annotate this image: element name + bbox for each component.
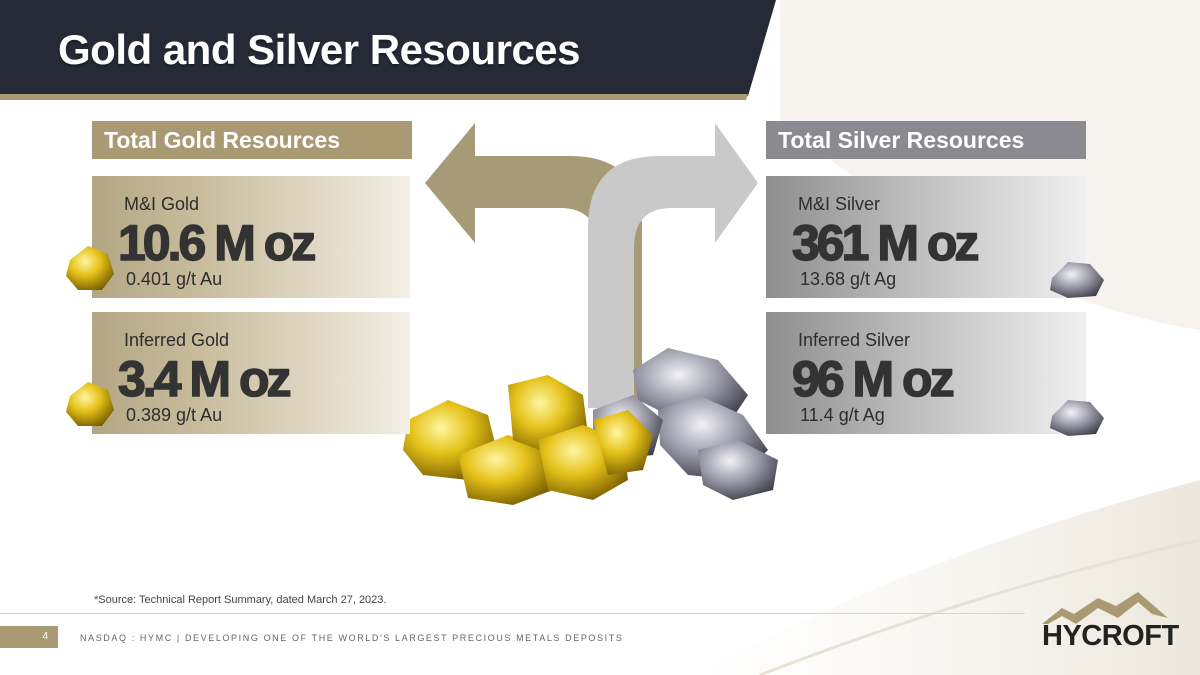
mi-gold-grade: 0.401 g/t Au [126,269,223,289]
silver-nugget-icon [1050,262,1104,298]
gold-nugget-icon [66,382,114,426]
left-arrow-icon [425,123,642,408]
inferred-gold-card: Inferred Gold 3.4 M oz 0.389 g/t Au [92,312,410,434]
gold-nugget-icon [403,375,653,505]
inferred-gold-value: 3.4 M oz [117,350,292,408]
footer-text: NASDAQ : HYMC | DEVELOPING ONE OF THE WO… [80,633,624,643]
right-arrow-icon [588,123,758,408]
mountain-logo-icon [1042,592,1168,624]
inferred-silver-value: 96 M oz [791,350,955,408]
mi-silver-value: 361 M oz [791,214,980,272]
inferred-gold-grade: 0.389 g/t Au [126,405,223,425]
mi-gold-card: M&I Gold 10.6 M oz 0.401 g/t Au [92,176,410,298]
mi-silver-grade: 13.68 g/t Ag [800,269,897,289]
page-title: Gold and Silver Resources [58,26,581,73]
mi-gold-label: M&I Gold [124,194,200,214]
source-note: *Source: Technical Report Summary, dated… [94,594,387,606]
metal-nuggets-pile [403,348,778,505]
header-banner [0,0,776,100]
inferred-gold-label: Inferred Gold [124,330,230,350]
inferred-silver-card: Inferred Silver 96 M oz 11.4 g/t Ag [766,312,1086,434]
gold-section-header: Total Gold Resources [92,121,412,159]
silver-section-header: Total Silver Resources [766,121,1086,159]
mi-silver-card: M&I Silver 361 M oz 13.68 g/t Ag [766,176,1086,298]
mi-silver-label: M&I Silver [798,194,881,214]
page-number: 4 [0,626,58,648]
split-arrow-graphic [425,123,758,408]
hycroft-logo: HYCROFT [1042,620,1179,652]
footer-divider [0,613,1025,614]
inferred-silver-label: Inferred Silver [798,330,911,350]
mi-gold-value: 10.6 M oz [117,214,317,272]
inferred-silver-grade: 11.4 g/t Ag [800,405,885,425]
silver-nugget-icon [1050,400,1104,436]
gold-nugget-icon [66,246,114,290]
